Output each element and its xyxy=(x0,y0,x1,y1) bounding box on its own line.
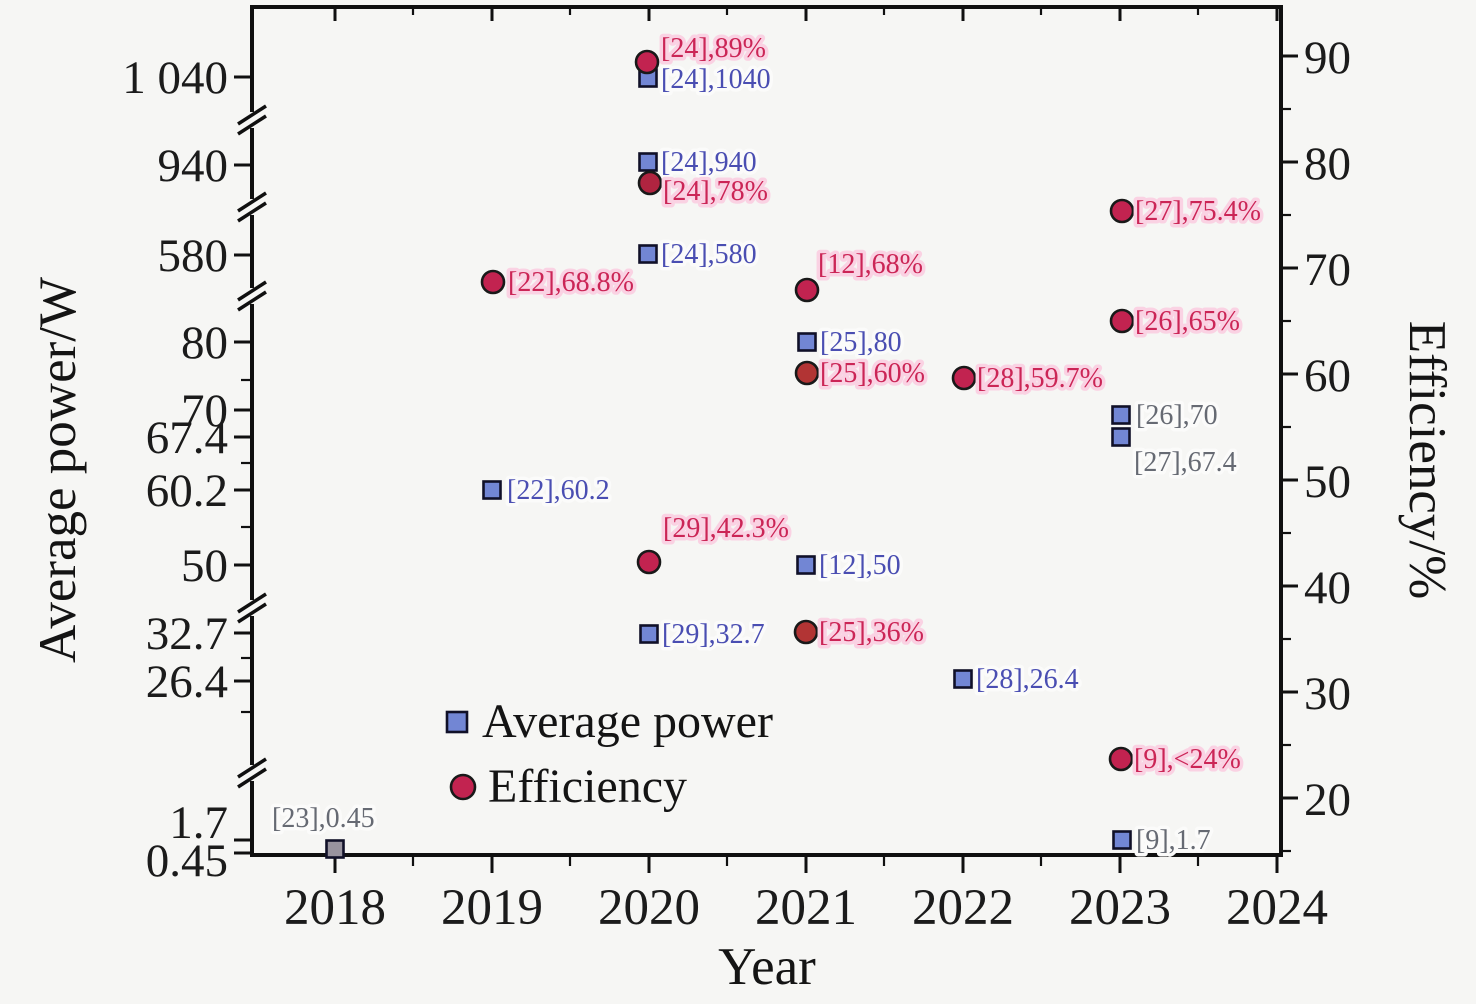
data-point-label: [24],78% xyxy=(663,176,768,207)
left-axis-tick-label: 60.2 xyxy=(146,465,228,517)
data-point-square xyxy=(482,480,502,500)
data-point-label: [25],36% xyxy=(819,617,924,648)
left-axis-tick-label: 67.4 xyxy=(146,412,228,464)
left-axis-tick-label: 0.45 xyxy=(146,835,228,887)
left-axis-tick-label: 1.7 xyxy=(169,797,228,849)
axis-break-slash xyxy=(237,280,267,302)
data-point-label: [26],65% xyxy=(1135,306,1240,337)
data-point-square xyxy=(953,669,973,689)
data-point-label: [27],67.4 xyxy=(1134,447,1237,478)
data-point-circle xyxy=(634,49,660,75)
x-axis-title: Year xyxy=(718,938,816,996)
data-point-circle xyxy=(951,365,977,391)
data-point-label: [24],580 xyxy=(661,239,757,270)
data-point-circle xyxy=(1109,308,1135,334)
right-axis-tick-label: 60 xyxy=(1304,350,1351,402)
axis-break-slash xyxy=(237,602,267,624)
data-point-circle xyxy=(480,269,506,295)
x-axis-tick-label: 2024 xyxy=(1226,880,1328,936)
axis-break-slash xyxy=(237,757,267,779)
axis-break-gap xyxy=(249,112,255,128)
data-point-label: [12],68% xyxy=(818,249,923,280)
data-point-square xyxy=(1112,830,1132,850)
left-axis-title: Average power/W xyxy=(29,277,87,663)
data-point-label: [22],68.8% xyxy=(508,267,634,298)
x-axis-tick-label: 2019 xyxy=(441,880,543,936)
right-axis-tick-label: 90 xyxy=(1304,32,1351,84)
axis-break-slash xyxy=(237,767,267,789)
right-axis-tick-label: 40 xyxy=(1304,562,1351,614)
left-axis-tick-label: 32.7 xyxy=(146,608,228,660)
data-point-square xyxy=(639,624,659,644)
data-point-circle xyxy=(793,619,819,645)
right-axis-tick-label: 80 xyxy=(1304,138,1351,190)
data-point-label: [29],32.7 xyxy=(662,619,765,650)
legend-square-marker xyxy=(445,710,469,734)
data-point-label: [25],80 xyxy=(820,327,902,358)
right-axis-tick-label: 50 xyxy=(1304,456,1351,508)
x-axis-tick-label: 2022 xyxy=(912,880,1014,936)
data-point-label: [12],50 xyxy=(819,550,901,581)
data-point-label: [25],60% xyxy=(820,358,925,389)
left-axis-tick-label: 940 xyxy=(158,140,229,192)
x-axis-tick-label: 2023 xyxy=(1069,880,1171,936)
x-axis-tick-label: 2021 xyxy=(755,880,857,936)
left-axis-tick-label: 1 040 xyxy=(122,52,228,104)
data-point-label: [28],26.4 xyxy=(976,664,1079,695)
right-axis-title: Efficiency/% xyxy=(1398,321,1456,600)
data-point-label: [24],940 xyxy=(661,147,757,178)
axis-break-gap xyxy=(249,288,255,304)
legend-label-efficiency: Efficiency xyxy=(488,760,687,813)
data-point-circle xyxy=(637,170,663,196)
axis-break-slash xyxy=(237,290,267,312)
right-axis-tick-label: 20 xyxy=(1304,774,1351,826)
data-point-square xyxy=(325,839,345,859)
legend-circle-marker xyxy=(449,773,477,801)
axis-break-slash xyxy=(237,104,267,126)
data-point-label: [26],70 xyxy=(1136,400,1218,431)
left-axis-tick-label: 26.4 xyxy=(146,656,228,708)
axis-break-slash xyxy=(237,114,267,136)
data-point-square xyxy=(1111,405,1131,425)
data-point-label: [24],89% xyxy=(661,33,766,64)
data-point-square xyxy=(797,332,817,352)
axis-break-gap xyxy=(249,199,255,215)
right-axis-tick-label: 30 xyxy=(1304,668,1351,720)
left-axis-tick-label: 50 xyxy=(181,540,228,592)
axis-break-gap xyxy=(249,600,255,616)
data-point-square xyxy=(1111,427,1131,447)
data-point-square xyxy=(638,244,658,264)
axis-break-slash xyxy=(237,191,267,213)
data-point-label: [23],0.45 xyxy=(272,803,375,834)
data-point-label: [24],1040 xyxy=(661,64,771,95)
right-axis-tick-label: 70 xyxy=(1304,244,1351,296)
data-point-label: [29],42.3% xyxy=(663,513,789,544)
data-point-circle xyxy=(1109,198,1135,224)
left-axis-tick-label: 70 xyxy=(181,385,228,437)
x-axis-tick-label: 2018 xyxy=(284,880,386,936)
axis-break-slash xyxy=(237,592,267,614)
data-point-label: [9],<24% xyxy=(1134,744,1241,775)
axis-break-slash xyxy=(237,201,267,223)
data-point-label: [22],60.2 xyxy=(507,475,610,506)
data-point-circle xyxy=(794,360,820,386)
data-point-label: [27],75.4% xyxy=(1135,196,1261,227)
data-point-circle xyxy=(636,549,662,575)
data-point-label: [28],59.7% xyxy=(977,363,1103,394)
axis-break-gap xyxy=(249,765,255,781)
legend-label-average-power: Average power xyxy=(482,695,773,748)
plot-frame xyxy=(250,5,1283,857)
data-point-circle xyxy=(794,277,820,303)
data-point-square xyxy=(796,555,816,575)
x-axis-tick-label: 2020 xyxy=(598,880,700,936)
left-axis-tick-label: 580 xyxy=(158,230,229,282)
data-point-square xyxy=(638,152,658,172)
left-axis-tick-label: 80 xyxy=(181,317,228,369)
data-point-label: [9],1.7 xyxy=(1136,825,1211,856)
data-point-circle xyxy=(1108,746,1134,772)
